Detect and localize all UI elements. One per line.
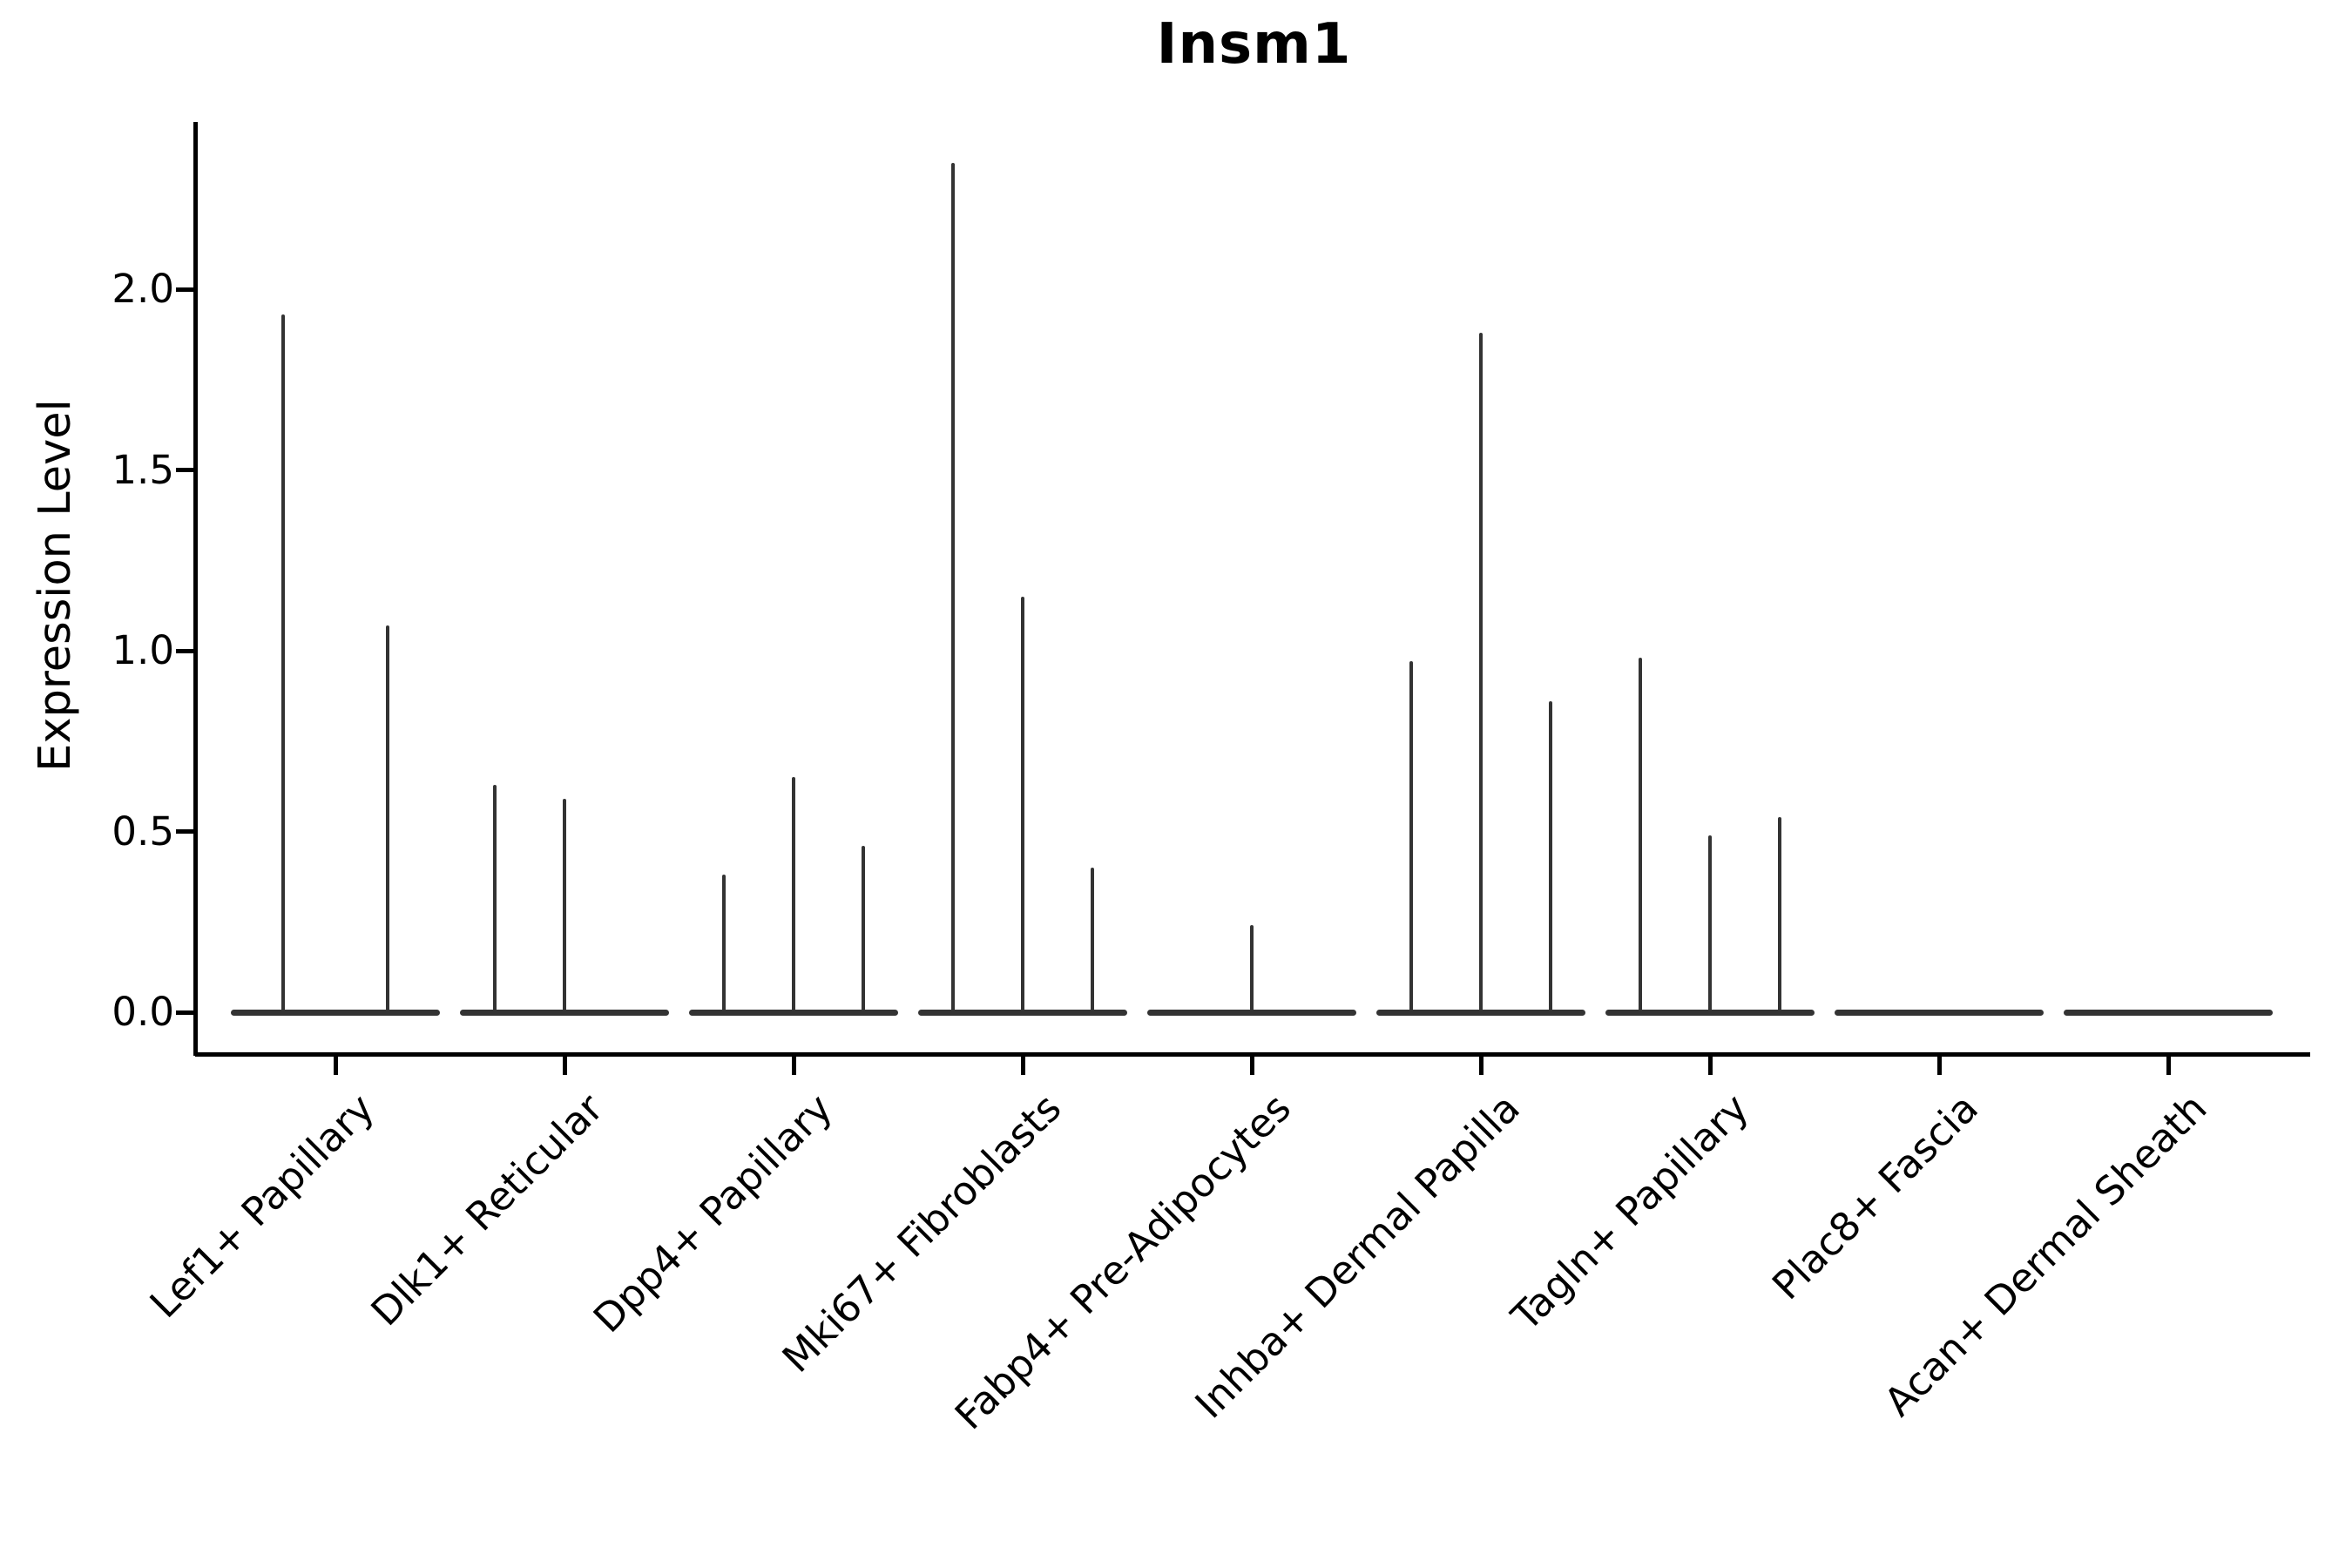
- violin-spike: [562, 799, 567, 1016]
- violin-baseline: [1835, 1009, 2044, 1016]
- figure-title: Insm1: [1156, 12, 1352, 77]
- x-tick: [562, 1054, 567, 1075]
- violin-spike: [280, 314, 286, 1016]
- violin-baseline: [2064, 1009, 2273, 1016]
- violin-spike: [1020, 596, 1025, 1016]
- x-tick: [1936, 1054, 1942, 1075]
- y-tick-label: 0.0: [112, 989, 174, 1035]
- x-tick-label: Plac8+ Fascia: [1762, 1085, 1987, 1309]
- y-tick-label: 2.0: [112, 266, 174, 312]
- x-tick: [791, 1054, 796, 1075]
- x-tick: [1249, 1054, 1254, 1075]
- violin-spike: [721, 875, 727, 1016]
- y-axis-spine: [193, 122, 198, 1056]
- violin-spike: [1638, 658, 1643, 1016]
- violin-spike: [791, 777, 796, 1016]
- violin-spike: [385, 625, 390, 1016]
- x-tick: [2166, 1054, 2171, 1075]
- violin-spike: [950, 162, 956, 1016]
- x-tick-label: Tagln+ Papillary: [1503, 1085, 1758, 1340]
- violin-spike: [492, 784, 497, 1016]
- violin-baseline: [231, 1009, 440, 1016]
- y-tick: [176, 648, 193, 653]
- violin-spike: [1090, 868, 1095, 1016]
- violin-spike: [1777, 816, 1782, 1016]
- violin-spike: [1249, 925, 1254, 1016]
- x-tick: [333, 1054, 338, 1075]
- y-tick-label: 1.0: [112, 627, 174, 673]
- x-tick: [1707, 1054, 1713, 1075]
- y-tick-label: 1.5: [112, 446, 174, 493]
- y-tick: [176, 468, 193, 472]
- y-axis-label: Expression Level: [30, 399, 81, 772]
- violin-spike: [861, 846, 866, 1016]
- x-tick: [1020, 1054, 1025, 1075]
- y-tick: [176, 287, 193, 292]
- x-tick-label: Dpp4+ Papillary: [584, 1085, 841, 1342]
- violin-spike: [1548, 701, 1553, 1016]
- violin-spike: [1478, 332, 1484, 1016]
- violin-spike: [1707, 835, 1713, 1016]
- y-tick: [176, 1010, 193, 1015]
- x-tick-label: Lef1+ Papillary: [140, 1085, 383, 1328]
- violin-spike: [1409, 661, 1414, 1016]
- y-tick: [176, 829, 193, 834]
- y-tick-label: 0.5: [112, 808, 174, 855]
- x-tick-label: Dlk1+ Reticular: [362, 1085, 612, 1335]
- x-tick: [1478, 1054, 1484, 1075]
